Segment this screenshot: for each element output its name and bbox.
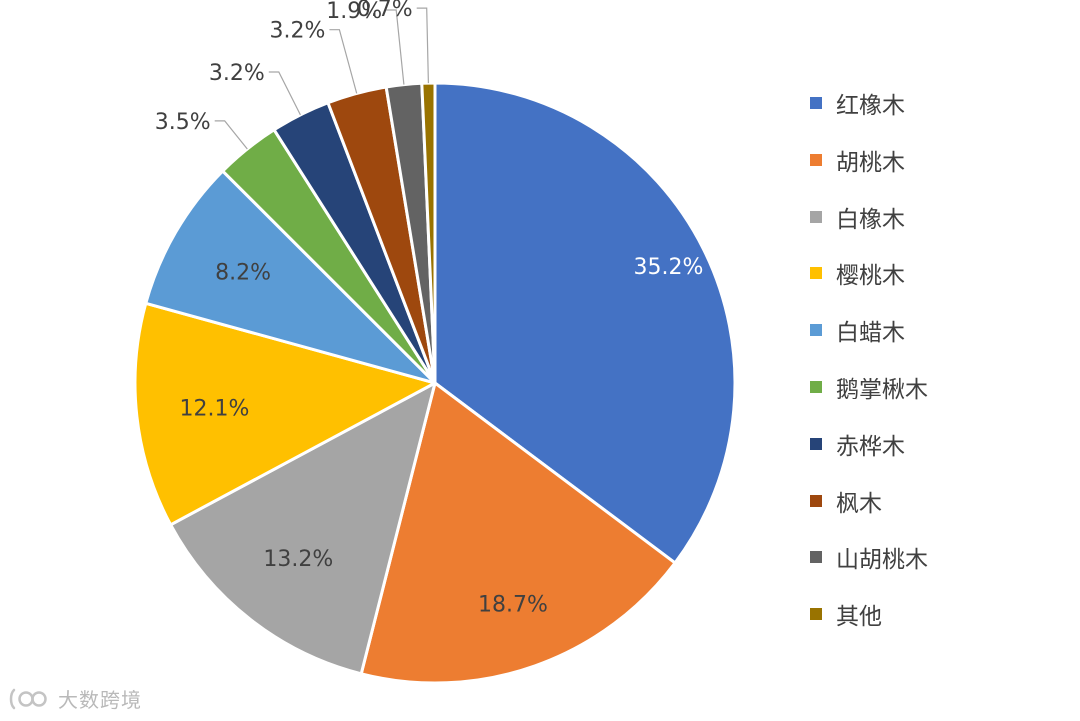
legend-swatch <box>810 267 822 280</box>
legend-label: 山胡桃木 <box>836 547 928 574</box>
legend-label: 鹅掌楸木 <box>836 377 928 403</box>
watermark-text: 大数跨境 <box>58 688 142 712</box>
legend-swatch <box>810 97 822 109</box>
legend-label: 赤桦木 <box>836 433 905 460</box>
legend-swatch <box>810 153 822 166</box>
legend-item-6: 鹅掌楸木 <box>810 370 928 404</box>
legend-label: 胡桃木 <box>836 149 905 176</box>
data-label-7: 3.2% <box>209 61 265 86</box>
legend-label: 枫木 <box>836 490 882 517</box>
legend-swatch <box>810 381 822 393</box>
legend-label: 其他 <box>836 604 882 631</box>
data-label-2: 18.7% <box>478 593 548 618</box>
legend-item-1: 红橡木 <box>810 86 905 120</box>
legend-label: 红橡木 <box>836 93 905 119</box>
pie-slice-5 <box>144 169 437 385</box>
legend-item-5: 白蜡木 <box>810 313 905 347</box>
legend-item-3: 白橡木 <box>810 200 905 234</box>
legend-swatch <box>810 551 822 564</box>
legend-item-8: 枫木 <box>810 484 882 518</box>
data-label-4: 12.1% <box>179 397 249 422</box>
legend-label: 樱桃木 <box>836 263 905 290</box>
watermark: 大数跨境 <box>8 684 142 713</box>
leader-line-8 <box>329 29 358 94</box>
data-label-1: 35.2% <box>633 255 703 280</box>
legend-swatch <box>810 437 822 450</box>
data-label-9: 1.9% <box>326 0 382 24</box>
leader-line-9 <box>386 9 405 85</box>
legend-swatch <box>810 210 822 223</box>
data-labels: 35.2%18.7%13.2%12.1%8.2%3.5%3.2%3.2%1.9%… <box>155 0 704 618</box>
pie-slice-3 <box>169 381 437 676</box>
data-label-10: 0.7% <box>357 0 413 22</box>
pie-slice-2 <box>359 381 677 685</box>
pie-slice-4 <box>133 301 437 527</box>
pie-slices <box>133 81 737 685</box>
legend-item-4: 樱桃木 <box>810 256 905 290</box>
pie-slice-1 <box>433 81 737 565</box>
legend-item-7: 赤桦木 <box>810 427 905 461</box>
legend-swatch <box>810 608 822 621</box>
legend-swatch <box>810 324 822 337</box>
legend-item-9: 山胡桃木 <box>810 540 928 574</box>
leader-line-6 <box>214 120 248 150</box>
leader-lines <box>214 7 429 150</box>
data-label-8: 3.2% <box>269 19 325 44</box>
leader-line-7 <box>268 71 301 116</box>
leader-line-10 <box>416 7 429 84</box>
data-label-5: 8.2% <box>215 260 271 285</box>
legend-swatch <box>810 494 822 507</box>
legend-label: 白橡木 <box>836 206 905 233</box>
legend-item-10: 其他 <box>810 597 882 631</box>
data-label-3: 13.2% <box>263 547 333 572</box>
legend-item-2: 胡桃木 <box>810 143 905 177</box>
legend-label: 白蜡木 <box>836 320 905 347</box>
watermark-logo-icon <box>9 688 47 709</box>
data-label-6: 3.5% <box>155 110 211 135</box>
